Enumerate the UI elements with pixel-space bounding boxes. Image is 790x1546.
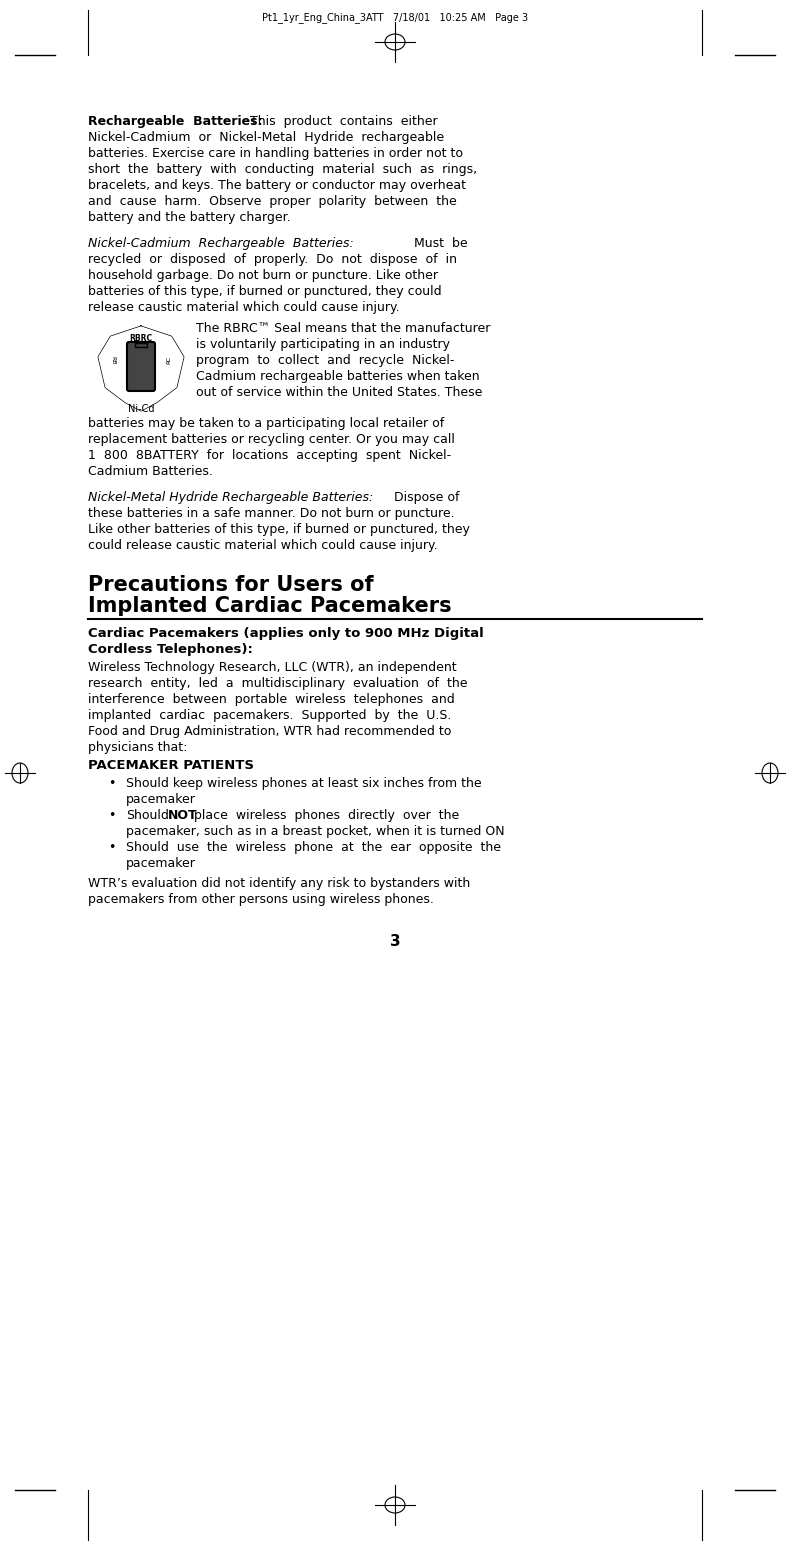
Text: batteries of this type, if burned or punctured, they could: batteries of this type, if burned or pun… [88,284,442,298]
Text: Precautions for Users of: Precautions for Users of [88,575,374,595]
Text: short  the  battery  with  conducting  material  such  as  rings,: short the battery with conducting materi… [88,162,477,176]
Text: recycled  or  disposed  of  properly.  Do  not  dispose  of  in: recycled or disposed of properly. Do not… [88,254,457,266]
Text: these batteries in a safe manner. Do not burn or puncture.: these batteries in a safe manner. Do not… [88,507,454,519]
Text: pacemaker: pacemaker [126,856,196,870]
Text: battery and the battery charger.: battery and the battery charger. [88,210,291,224]
Text: bracelets, and keys. The battery or conductor may overheat: bracelets, and keys. The battery or cond… [88,179,466,192]
Text: Rechargeable  Batteries:: Rechargeable Batteries: [88,114,262,128]
Text: Must  be: Must be [406,237,468,250]
Text: implanted  cardiac  pacemakers.  Supported  by  the  U.S.: implanted cardiac pacemakers. Supported … [88,710,451,722]
Text: replacement batteries or recycling center. Or you may call: replacement batteries or recycling cente… [88,433,455,445]
Text: pacemaker: pacemaker [126,793,196,805]
Text: Should keep wireless phones at least six inches from the: Should keep wireless phones at least six… [126,778,482,790]
Text: Wireless Technology Research, LLC (WTR), an independent: Wireless Technology Research, LLC (WTR),… [88,662,457,674]
Text: PACEMAKER PATIENTS: PACEMAKER PATIENTS [88,759,254,771]
FancyBboxPatch shape [127,342,155,391]
Text: batteries may be taken to a participating local retailer of: batteries may be taken to a participatin… [88,417,444,430]
Text: Cordless Telephones):: Cordless Telephones): [88,643,253,656]
Text: pacemaker, such as in a breast pocket, when it is turned ON: pacemaker, such as in a breast pocket, w… [126,826,505,838]
Text: Nickel-Metal Hydride Rechargeable Batteries:: Nickel-Metal Hydride Rechargeable Batter… [88,492,373,504]
Bar [135,343,147,346]
Text: Like other batteries of this type, if burned or punctured, they: Like other batteries of this type, if bu… [88,523,470,536]
Text: Nickel-Cadmium  or  Nickel-Metal  Hydride  rechargeable: Nickel-Cadmium or Nickel-Metal Hydride r… [88,131,444,144]
Text: could release caustic material which could cause injury.: could release caustic material which cou… [88,540,438,552]
Text: program  to  collect  and  recycle  Nickel-: program to collect and recycle Nickel- [196,354,454,366]
Text: Ni-Cd: Ni-Cd [128,404,154,414]
Text: research  entity,  led  a  multidisciplinary  evaluation  of  the: research entity, led a multidisciplinary… [88,677,468,690]
Text: Pt1_1yr_Eng_China_3ATT   7/18/01   10:25 AM   Page 3: Pt1_1yr_Eng_China_3ATT 7/18/01 10:25 AM … [262,12,528,23]
Text: This  product  contains  either: This product contains either [250,114,438,128]
Text: and  cause  harm.  Observe  proper  polarity  between  the: and cause harm. Observe proper polarity … [88,195,457,209]
Text: Dispose of: Dispose of [386,492,460,504]
Text: place  wireless  phones  directly  over  the: place wireless phones directly over the [194,809,459,822]
Text: batteries. Exercise care in handling batteries in order not to: batteries. Exercise care in handling bat… [88,147,463,159]
Text: Should: Should [126,809,169,822]
Text: •: • [108,809,115,822]
Text: Nickel-Cadmium  Rechargeable  Batteries:: Nickel-Cadmium Rechargeable Batteries: [88,237,354,250]
Text: Cardiac Pacemakers (applies only to 900 MHz Digital: Cardiac Pacemakers (applies only to 900 … [88,628,483,640]
Text: Should  use  the  wireless  phone  at  the  ear  opposite  the: Should use the wireless phone at the ear… [126,841,501,853]
Text: physicians that:: physicians that: [88,741,187,754]
Text: NOT: NOT [168,809,198,822]
Polygon shape [99,328,183,410]
Text: •: • [108,841,115,853]
Text: 1  800  8BATTERY  for  locations  accepting  spent  Nickel-: 1 800 8BATTERY for locations accepting s… [88,448,451,462]
Text: 3: 3 [389,934,401,949]
Text: household garbage. Do not burn or puncture. Like other: household garbage. Do not burn or punctu… [88,269,438,281]
Text: pacemakers from other persons using wireless phones.: pacemakers from other persons using wire… [88,894,434,906]
Text: Cadmium Batteries.: Cadmium Batteries. [88,465,213,478]
Text: Food and Drug Administration, WTR had recommended to: Food and Drug Administration, WTR had re… [88,725,451,737]
Text: interference  between  portable  wireless  telephones  and: interference between portable wireless t… [88,693,455,707]
Text: RC: RC [167,356,171,365]
Text: WTR’s evaluation did not identify any risk to bystanders with: WTR’s evaluation did not identify any ri… [88,877,470,890]
Text: The RBRC™ Seal means that the manufacturer: The RBRC™ Seal means that the manufactur… [196,322,491,335]
Text: release caustic material which could cause injury.: release caustic material which could cau… [88,301,400,314]
Text: out of service within the United States. These: out of service within the United States.… [196,386,483,399]
Text: is voluntarily participating in an industry: is voluntarily participating in an indus… [196,339,450,351]
Text: RBRC: RBRC [130,334,152,343]
Text: •: • [108,778,115,790]
Text: Implanted Cardiac Pacemakers: Implanted Cardiac Pacemakers [88,597,452,615]
Text: Cadmium rechargeable batteries when taken: Cadmium rechargeable batteries when take… [196,369,480,383]
Text: RB: RB [111,356,115,365]
